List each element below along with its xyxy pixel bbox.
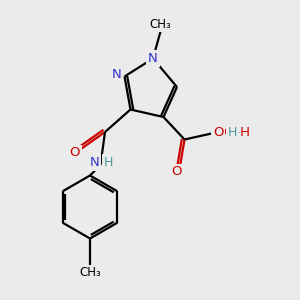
Text: H: H bbox=[228, 125, 237, 139]
Text: H: H bbox=[103, 156, 113, 169]
Text: O: O bbox=[213, 125, 224, 139]
Text: N: N bbox=[148, 52, 158, 65]
Text: N: N bbox=[112, 68, 122, 82]
Text: O: O bbox=[70, 146, 80, 160]
Text: O: O bbox=[172, 165, 182, 178]
Text: N: N bbox=[89, 156, 99, 169]
Text: O–H: O–H bbox=[223, 125, 250, 139]
Text: CH₃: CH₃ bbox=[79, 266, 101, 280]
Text: CH₃: CH₃ bbox=[150, 17, 171, 31]
